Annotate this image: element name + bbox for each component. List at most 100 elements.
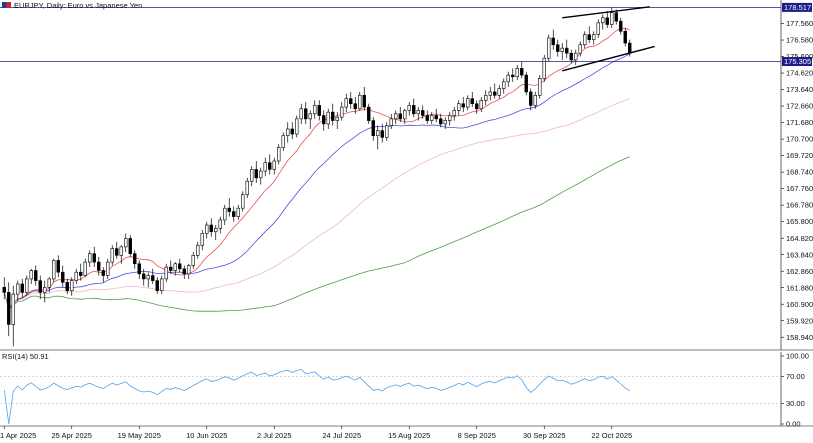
candle [475,103,479,110]
candles [2,7,632,347]
candle [578,44,582,54]
candle [484,94,488,101]
candle [533,94,537,106]
price-tick-label: 176.580 [786,36,813,45]
candle [133,253,137,265]
candle [245,180,249,195]
price-tick-label: 164.820 [786,234,813,243]
candle [592,34,596,40]
candle [398,113,402,120]
candle [434,115,438,120]
candle [466,98,470,108]
price-tag-label: 178.517 [784,3,811,12]
price-tag [782,2,812,12]
candle [29,270,33,280]
candle [209,224,213,233]
price-tick-label: 160.900 [786,300,813,309]
candle [263,162,267,172]
rsi-line [3,368,631,425]
candle [344,98,348,108]
candle [272,160,276,170]
candle [92,253,96,263]
candle [538,78,542,96]
candle [407,105,411,111]
candle [596,22,600,35]
candle [223,207,227,221]
candle [394,113,398,120]
candle [182,268,186,275]
candle [97,261,101,271]
candle [106,261,110,276]
candle [286,128,290,137]
candle [110,248,114,263]
candle [335,116,339,121]
price-tick-label: 169.720 [786,151,813,160]
candle [515,68,519,78]
candle [178,263,182,270]
price-tag-label: 175.305 [784,57,811,66]
candle [601,17,605,24]
candle [299,108,303,120]
candle [290,128,294,135]
time-axis: 1 Apr 2025 25 Apr 2025 19 May 2025 10 Jun 2… [0,426,632,440]
chart-title: EURJPY, Daily: Euro vs Japanese Yen [2,1,142,10]
rsi-pane[interactable]: 100.00 70.00 30.00 0.00 RSI(14) 50.91 [0,352,813,429]
candle [403,110,407,120]
candle [128,238,132,254]
upper-trendline[interactable] [562,6,650,19]
candle [493,91,497,96]
candle [380,130,384,138]
candle [416,110,420,115]
candle [529,91,533,106]
candle [605,17,609,25]
candle [20,283,24,293]
candle [313,105,317,115]
time-tick-label: 1 Apr 2025 [0,431,36,440]
candle [367,106,371,121]
main-pane[interactable]: 177.560 176.580 175.600 174.620 173.640 172.6… [0,0,813,351]
candle [511,74,515,78]
rsi-tick-label: 70.00 [786,372,805,381]
rsi-polyline [3,368,631,425]
price-tick-label: 173.640 [786,85,813,94]
candle [421,110,425,116]
candle [362,94,366,108]
candle [137,263,141,275]
candle [268,162,272,170]
chart-title-text: EURJPY, Daily: Euro vs Japanese Yen [14,1,142,10]
candle [83,261,87,276]
candle [349,98,353,105]
candle [304,108,308,120]
price-axis: 177.560 176.580 175.600 174.620 173.640 172.6… [781,19,813,342]
candle [524,74,528,93]
candle [88,253,92,263]
price-tick-label: 166.780 [786,201,813,210]
time-tick-label: 10 Jun 2025 [186,431,227,440]
candle [556,44,560,52]
price-tick-label: 168.740 [786,168,813,177]
candle [340,106,344,118]
price-tick-label: 174.620 [786,69,813,78]
time-tick-label: 8 Sep 2025 [458,431,496,440]
trendlines[interactable] [562,6,655,72]
candle [569,52,573,61]
price-tick-label: 163.840 [786,250,813,259]
horizontal-lines[interactable]: 178.517 175.305 [0,2,812,66]
candle [124,238,128,248]
lower-trendline[interactable] [562,45,655,72]
candle [506,74,510,83]
time-tick-label: 24 Jul 2025 [322,431,361,440]
candle [164,266,168,280]
candle [115,248,119,256]
candle [191,255,195,266]
candle [619,20,623,32]
candle [74,271,78,281]
candle [628,42,632,54]
price-tick-label: 159.920 [786,316,813,325]
candle [389,118,393,126]
candle [101,270,105,276]
candle [353,103,357,110]
candle [488,91,492,96]
